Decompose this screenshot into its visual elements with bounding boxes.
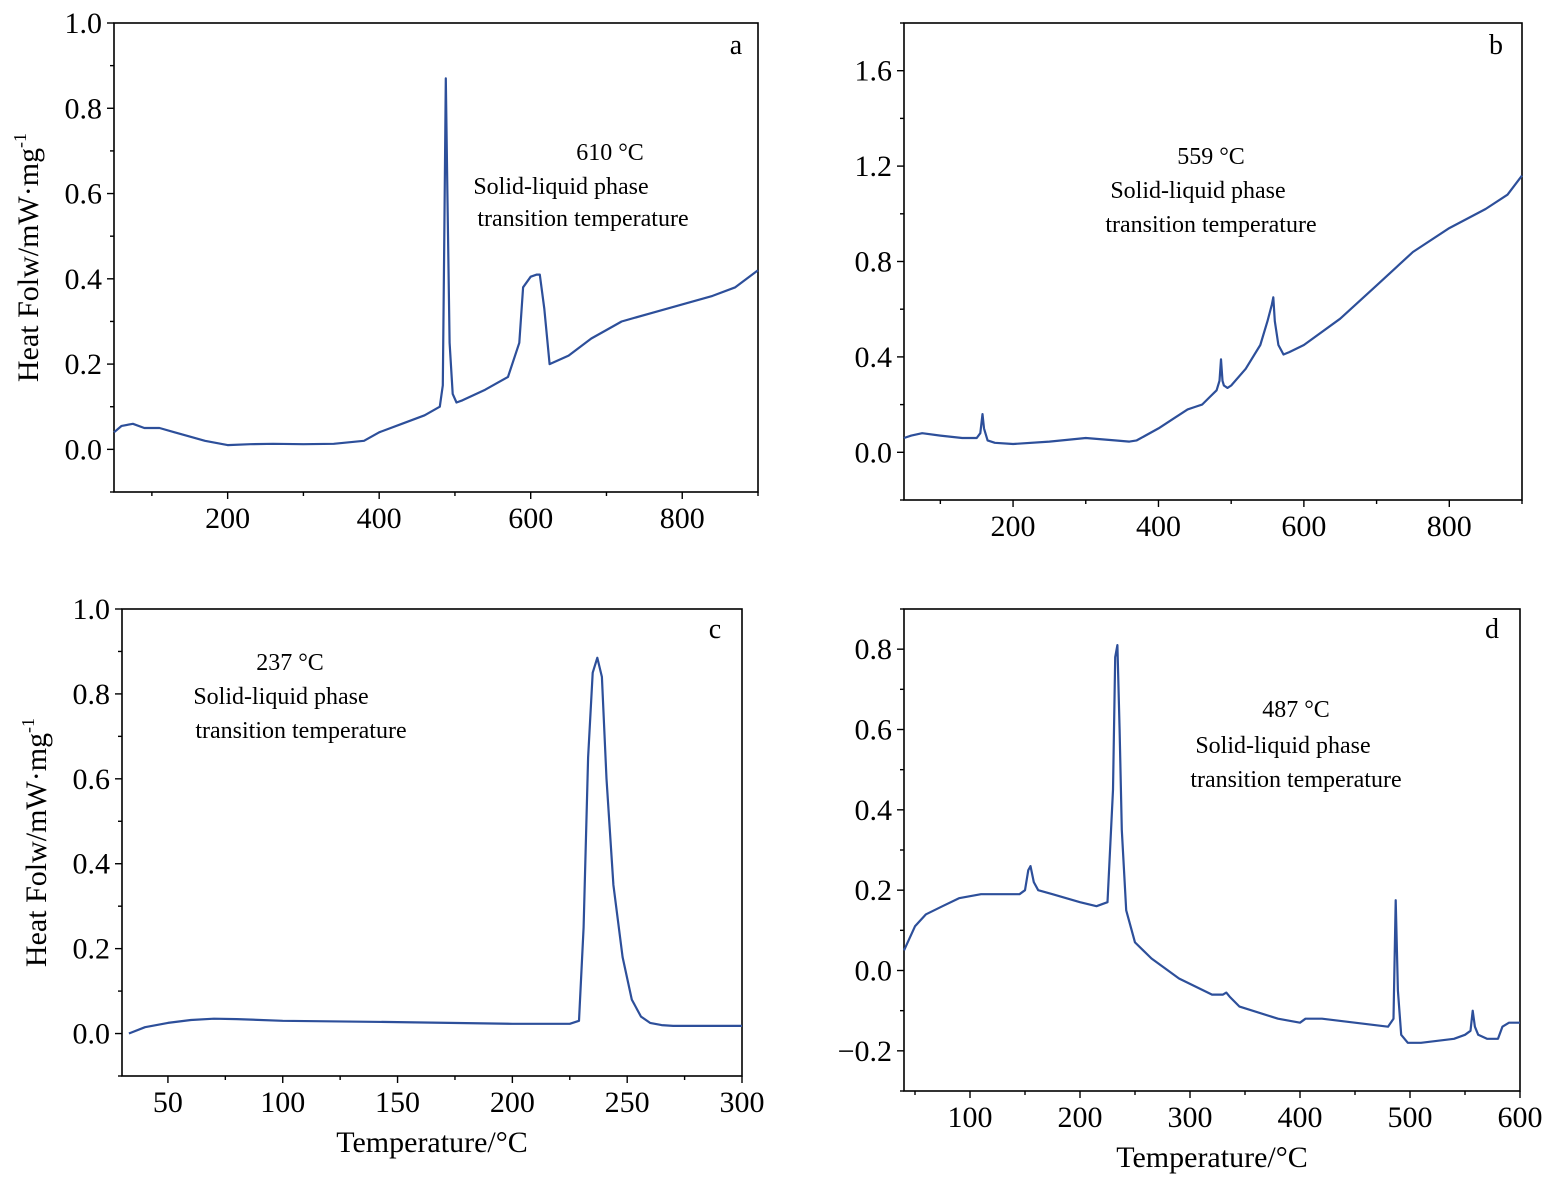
panel-b: 200 400 600 800 0.0 0.4 0.8 1.2 1.6 b 559 °C Solid-… bbox=[855, 22, 1523, 543]
y-tick-label: 0.2 bbox=[73, 933, 111, 966]
x-tick-label: 150 bbox=[375, 1086, 420, 1119]
series-line bbox=[113, 77, 759, 447]
x-tick-label: 100 bbox=[948, 1101, 993, 1134]
y-tick-label: 1.0 bbox=[65, 7, 103, 40]
y-tick-label: 0.6 bbox=[73, 763, 111, 796]
y-tick-label: 0.6 bbox=[65, 178, 103, 211]
y-tick-label: 1.6 bbox=[855, 55, 893, 88]
annotation-line: transition temperature bbox=[477, 206, 688, 232]
y-tick-label: 0.8 bbox=[73, 678, 111, 711]
x-tick-label: 800 bbox=[660, 502, 705, 535]
x-tick-label: 500 bbox=[1388, 1101, 1433, 1134]
x-tick-label: 400 bbox=[1136, 510, 1181, 543]
y-tick-label: 0.8 bbox=[65, 92, 103, 125]
x-tick-label: 600 bbox=[1281, 510, 1326, 543]
annotation-line: Solid-liquid phase bbox=[473, 174, 648, 200]
annotation-line: transition temperature bbox=[1190, 767, 1401, 793]
x-tick-label: 200 bbox=[205, 502, 250, 535]
y-tick-label: −0.2 bbox=[838, 1035, 892, 1068]
y-tick-label: 0.4 bbox=[855, 341, 893, 374]
x-tick-label: 300 bbox=[1168, 1101, 1213, 1134]
y-tick-label: 0.4 bbox=[855, 794, 893, 827]
series-line bbox=[128, 656, 742, 1035]
y-tick-label: 0.0 bbox=[73, 1018, 111, 1051]
x-tick-label: 50 bbox=[153, 1086, 183, 1119]
plot-frame bbox=[903, 608, 1521, 1092]
panel-letter: a bbox=[730, 30, 743, 61]
x-tick-label: 400 bbox=[357, 502, 402, 535]
x-axis-title: Temperature/°C bbox=[336, 1126, 527, 1159]
x-tick-label: 250 bbox=[605, 1086, 650, 1119]
x-tick-label: 200 bbox=[1058, 1101, 1103, 1134]
panel-letter: c bbox=[709, 614, 721, 645]
y-tick-label: 0.2 bbox=[855, 874, 893, 907]
x-tick-label: 200 bbox=[490, 1086, 535, 1119]
y-tick-label: 0.6 bbox=[855, 714, 893, 747]
y-tick-label: 0.4 bbox=[73, 848, 111, 881]
annotation-line: 559 °C bbox=[1177, 144, 1245, 170]
plot-frame bbox=[113, 22, 759, 493]
x-tick-label: 100 bbox=[260, 1086, 305, 1119]
annotation-line: Solid-liquid phase bbox=[193, 684, 368, 710]
y-tick-label: 0.4 bbox=[65, 263, 103, 296]
plot-frame bbox=[121, 608, 743, 1077]
plot-frame bbox=[903, 22, 1523, 501]
panel-letter: d bbox=[1485, 614, 1499, 645]
annotation-line: 487 °C bbox=[1262, 697, 1330, 723]
panel-letter: b bbox=[1489, 30, 1503, 61]
x-tick-label: 200 bbox=[991, 510, 1036, 543]
annotation-line: transition temperature bbox=[1105, 212, 1316, 238]
annotation-line: transition temperature bbox=[195, 718, 406, 744]
x-tick-label: 600 bbox=[1498, 1101, 1543, 1134]
series-line bbox=[902, 643, 1520, 1044]
annotation-line: 610 °C bbox=[576, 140, 644, 166]
panel-c: 50 100 150 200 250 300 0.0 0.2 0.4 0.6 0.8 1.0 c 237 … bbox=[18, 593, 765, 1159]
y-axis-title: Heat Folw/mW·mg-1 bbox=[10, 133, 45, 382]
x-tick-label: 600 bbox=[508, 502, 553, 535]
annotation-line: Solid-liquid phase bbox=[1195, 733, 1370, 759]
y-tick-label: 0.0 bbox=[65, 433, 103, 466]
series-line bbox=[903, 174, 1523, 446]
x-axis-title: Temperature/°C bbox=[1116, 1141, 1307, 1174]
annotation-line: Solid-liquid phase bbox=[1110, 178, 1285, 204]
y-tick-label: 1.0 bbox=[73, 593, 111, 626]
y-tick-label: 0.8 bbox=[855, 246, 893, 279]
y-tick-label: 0.8 bbox=[855, 633, 893, 666]
panel-d: 100 200 300 400 500 600 −0.2 0.0 0.2 0.4 0.6 0.8 d 48… bbox=[838, 608, 1543, 1174]
y-tick-label: 0.0 bbox=[855, 955, 893, 988]
panel-a: 200 400 600 800 0.0 0.2 0.4 0.6 0.8 1.0 a 610 °C Sol… bbox=[10, 7, 759, 535]
y-tick-label: 0.0 bbox=[855, 436, 893, 469]
y-tick-label: 1.2 bbox=[855, 150, 893, 183]
y-tick-label: 0.2 bbox=[65, 348, 103, 381]
y-axis-title: Heat Folw/mW·mg-1 bbox=[18, 718, 53, 967]
x-tick-label: 300 bbox=[720, 1086, 765, 1119]
annotation-line: 237 °C bbox=[256, 650, 324, 676]
x-tick-label: 800 bbox=[1427, 510, 1472, 543]
x-tick-label: 400 bbox=[1278, 1101, 1323, 1134]
